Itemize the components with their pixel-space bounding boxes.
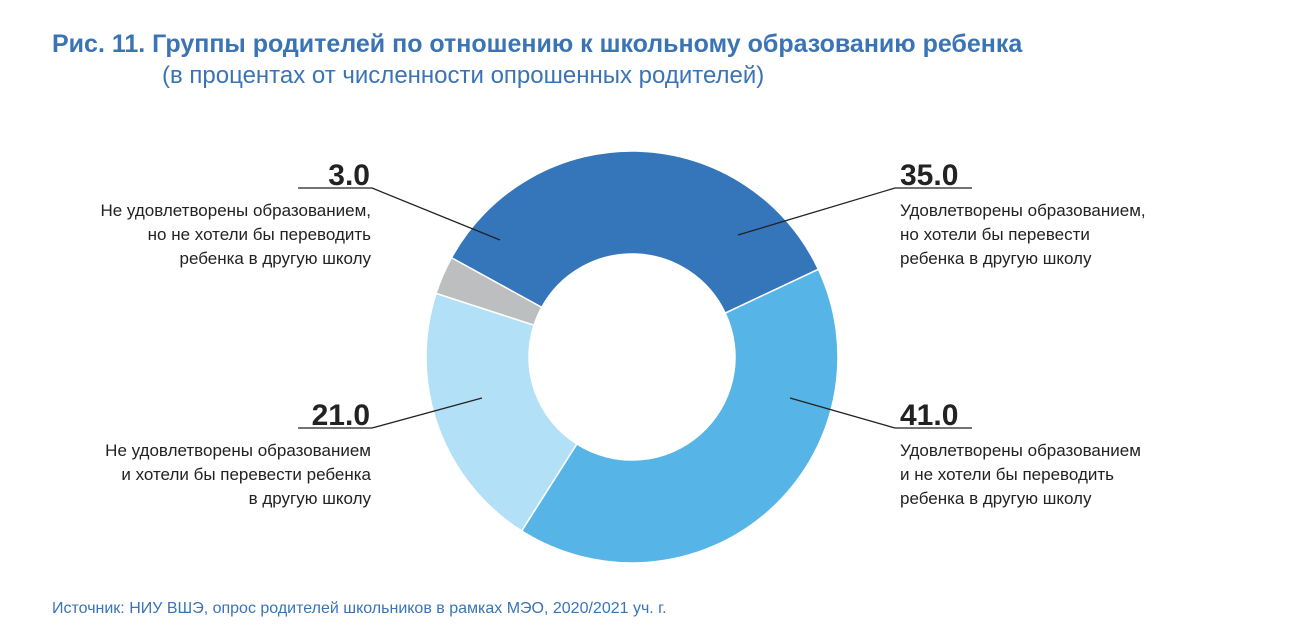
slice-description-4-line-3: ребенка в другую школу — [180, 249, 372, 268]
slice-description-1-line-1: Удовлетворены образованием, — [900, 201, 1146, 220]
slice-description-3-line-3: в другую школу — [249, 489, 372, 508]
slice-description-3-line-2: и хотели бы перевести ребенка — [121, 465, 371, 484]
chart-title: Рис. 11. Группы родителей по отношению к… — [52, 30, 1023, 58]
donut-slice-1 — [450, 150, 820, 315]
slice-description-1-line-2: но хотели бы перевести — [900, 225, 1090, 244]
slice-description-2-line-3: ребенка в другую школу — [900, 489, 1092, 508]
leader-line-3 — [371, 397, 483, 429]
slice-value-label-1: 35.0 — [900, 159, 958, 192]
slice-description-3-line-1: Не удовлетворены образованием — [105, 441, 371, 460]
donut-slice-4 — [435, 256, 543, 327]
slice-description-4-line-1: Не удовлетворены образованием, — [100, 201, 371, 220]
donut-slice-2 — [520, 268, 839, 564]
slice-description-2-line-1: Удовлетворены образованием — [900, 441, 1141, 460]
leader-line-1 — [737, 187, 896, 236]
donut-slice-3 — [425, 292, 578, 532]
slice-description-4-line-2: но не хотели бы переводить — [148, 225, 372, 244]
donut-slices — [425, 150, 839, 564]
slice-value-label-3: 21.0 — [312, 399, 370, 432]
slice-description-1-line-3: ребенка в другую школу — [900, 249, 1092, 268]
slice-value-label-4: 3.0 — [328, 159, 370, 192]
leader-lines — [298, 187, 972, 429]
source-note: Источник: НИУ ВШЭ, опрос родителей школь… — [52, 600, 667, 617]
slice-value-label-2: 41.0 — [900, 399, 958, 432]
leader-line-4 — [371, 187, 501, 241]
slice-description-2-line-2: и не хотели бы переводить — [900, 465, 1114, 484]
chart-subtitle: (в процентах от численности опрошенных р… — [162, 62, 765, 89]
leader-line-2 — [789, 397, 896, 429]
slice-labels: 35.0 Удовлетворены образованием, но хотели… — [100, 159, 1145, 508]
